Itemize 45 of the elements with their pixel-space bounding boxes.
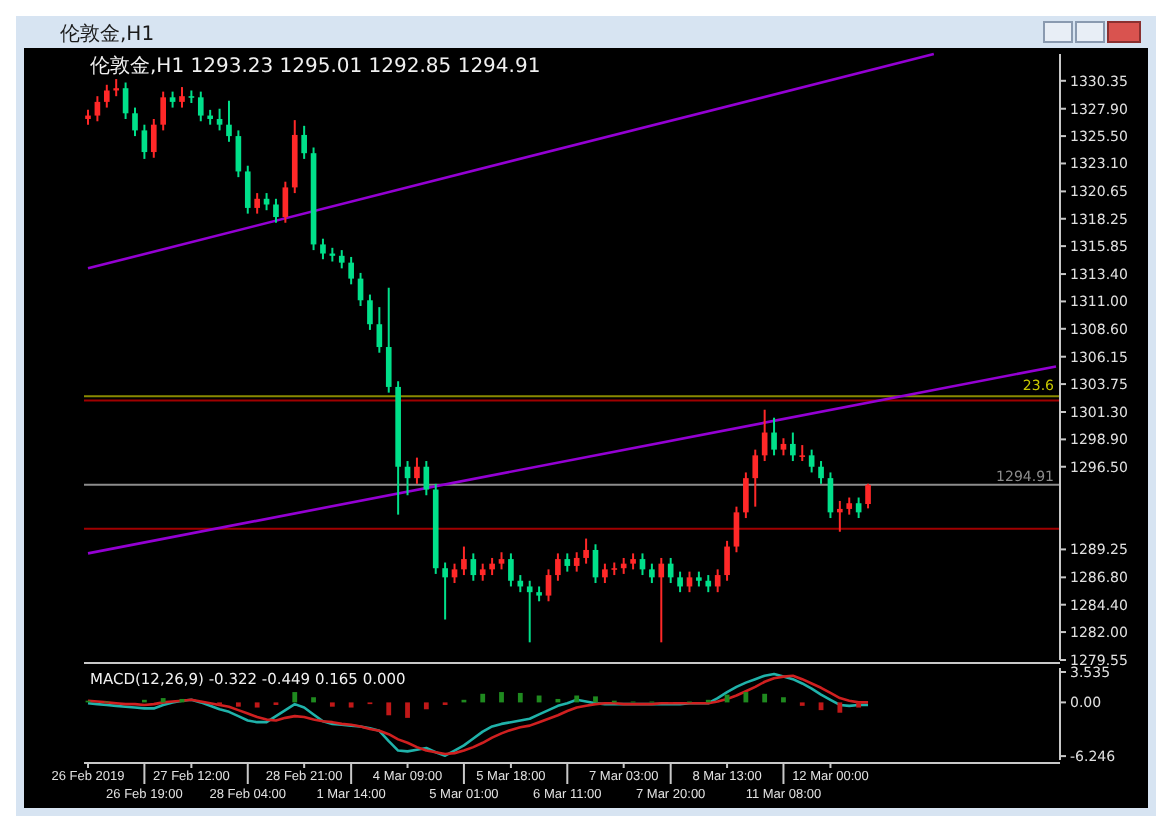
candlestick — [254, 192, 260, 215]
candlestick — [338, 249, 345, 270]
candlestick — [733, 505, 740, 554]
candlestick — [282, 180, 289, 224]
candlestick — [301, 124, 307, 160]
candlestick — [273, 197, 279, 224]
candlestick — [573, 551, 580, 573]
chart-subtitle: 伦敦金,H1 1293.23 1295.01 1292.85 1294.91 — [90, 54, 541, 78]
candlestick — [837, 499, 843, 533]
candlestick — [150, 117, 157, 159]
candlestick — [385, 286, 392, 394]
candlestick — [216, 107, 223, 132]
candlestick — [244, 164, 251, 215]
candlestick — [160, 90, 166, 132]
candlestick — [771, 416, 777, 457]
candlestick — [555, 552, 561, 582]
candlestick — [865, 482, 871, 510]
candlestick — [808, 448, 815, 474]
candlestick — [414, 456, 420, 485]
candlestick — [197, 90, 204, 123]
candlestick — [752, 448, 759, 508]
candlestick — [564, 552, 571, 573]
candlestick — [226, 99, 232, 143]
chart-title: 伦敦金,H1 — [60, 22, 155, 46]
candlestick — [677, 570, 683, 594]
candlestick — [141, 123, 148, 160]
candlestick — [132, 106, 138, 138]
candlestick — [649, 562, 655, 585]
candlestick — [320, 237, 326, 261]
candlestick — [658, 556, 665, 644]
candlestick — [790, 431, 796, 463]
candlestick — [461, 545, 467, 577]
candlestick — [367, 293, 373, 331]
candlestick — [508, 552, 514, 588]
candlestick — [743, 471, 749, 520]
candlestick — [724, 539, 730, 582]
candlestick — [583, 537, 589, 565]
candlestick — [442, 561, 448, 621]
candlestick — [179, 86, 185, 109]
candlestick — [94, 95, 101, 123]
candlestick — [545, 568, 552, 603]
candlestick — [818, 460, 824, 485]
candlestick — [348, 255, 354, 286]
candlestick — [103, 83, 110, 109]
candlestick — [526, 579, 533, 644]
